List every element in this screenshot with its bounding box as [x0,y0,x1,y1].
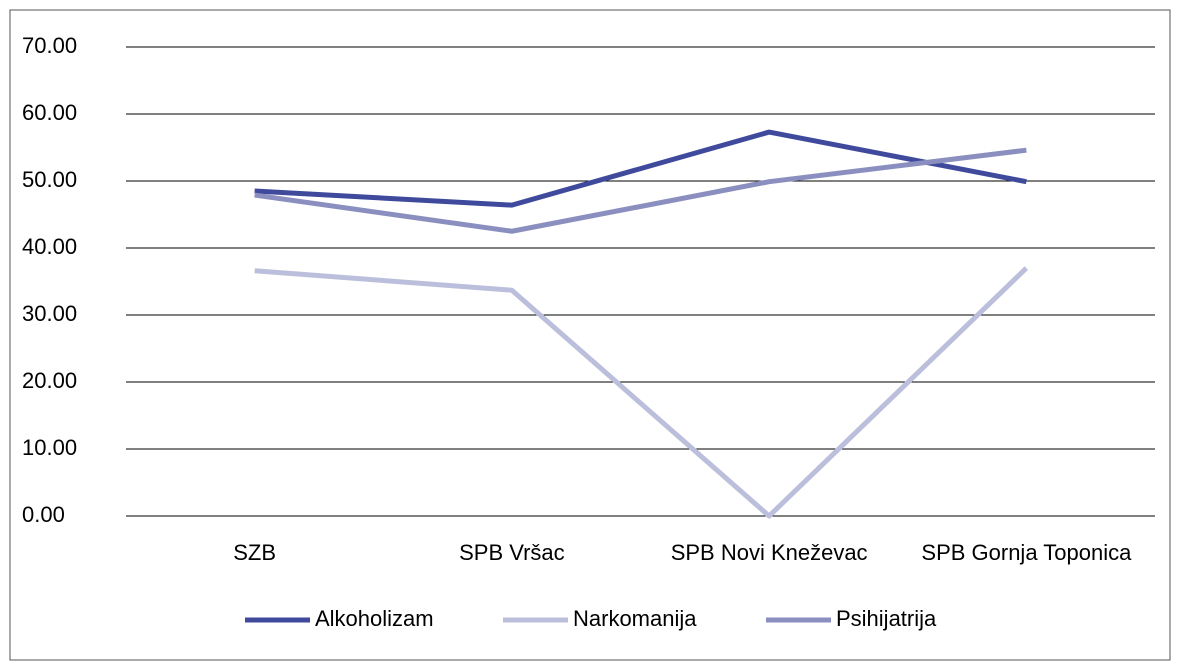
series-line [254,266,1029,519]
series-line [254,129,1027,208]
y-tick-label: 30.00 [22,301,77,326]
legend-label: Psihijatrija [836,606,937,631]
series-line [254,147,1027,234]
x-tick-label: SPB Vršac [459,540,565,565]
y-tick-label: 10.00 [22,435,77,460]
y-tick-label: 50.00 [22,167,77,192]
y-tick-label: 20.00 [22,368,77,393]
y-tick-label: 0.00 [22,502,65,527]
legend-label: Alkoholizam [315,606,434,631]
x-tick-label: SPB Gornja Toponica [921,540,1132,565]
x-tick-label: SPB Novi Kneževac [671,540,868,565]
chart-border [9,9,1171,661]
y-tick-label: 60.00 [22,100,77,125]
y-tick-label: 40.00 [22,234,77,259]
legend-label: Narkomanija [573,606,697,631]
x-tick-label: SZB [233,540,276,565]
y-tick-label: 70.00 [22,33,77,58]
